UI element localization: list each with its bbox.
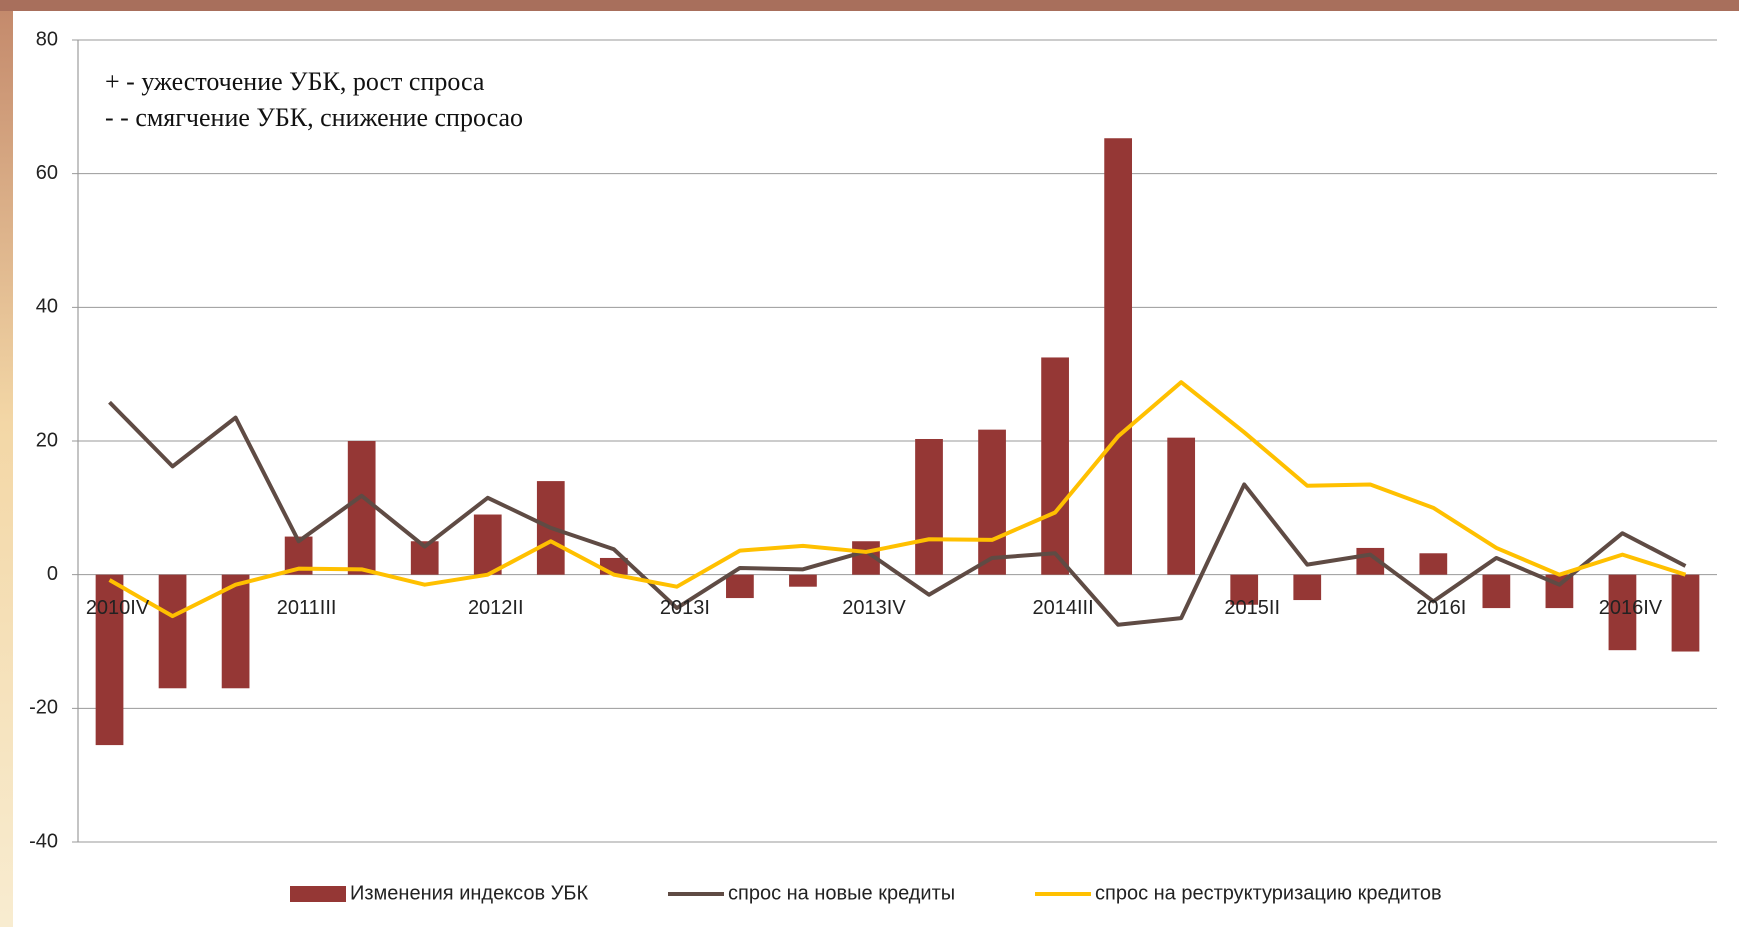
frame [0, 11, 13, 927]
bar [473, 514, 502, 575]
bar [978, 429, 1006, 575]
bar [1041, 357, 1069, 575]
x-tick-label: 2012II [468, 597, 524, 619]
x-tick-label: 2015II [1224, 597, 1280, 619]
x-tick-label: 2014III [1033, 597, 1094, 619]
y-tick-label: 20 [36, 429, 58, 451]
bar [1608, 574, 1637, 651]
bar [158, 574, 187, 689]
y-tick-label: 60 [36, 162, 58, 184]
x-tick-label: 2010IV [86, 597, 150, 619]
legend-label: спрос на реструктуризацию кредитов [1095, 882, 1442, 904]
bar [95, 574, 124, 746]
x-tick-label: 2011III [277, 597, 337, 619]
bar [1230, 574, 1259, 605]
y-tick-label: 0 [47, 563, 58, 585]
bar [221, 574, 250, 689]
x-tick-label: 2016IV [1599, 597, 1663, 619]
x-tick-label: 2013IV [842, 597, 906, 619]
frame [0, 0, 1739, 11]
line [108, 400, 1687, 627]
bar [915, 438, 943, 575]
legend-label: Изменения индексов УБК [350, 882, 589, 904]
legend-swatch [290, 886, 346, 902]
line [108, 380, 1687, 619]
bar [1671, 574, 1700, 652]
bar [726, 574, 754, 599]
annotation: - - смягчение УБК, снижение спросаo [105, 103, 523, 132]
bar [1482, 574, 1511, 609]
bar [1419, 553, 1448, 575]
x-tick-label: 2016I [1416, 597, 1466, 619]
y-tick-label: -40 [29, 830, 58, 852]
bar [1104, 138, 1133, 575]
bar [789, 574, 817, 587]
y-tick-label: 80 [36, 28, 58, 50]
bar [1167, 437, 1196, 575]
y-tick-label: -20 [29, 697, 58, 719]
bar [347, 441, 376, 575]
x-tick-label: 2013I [660, 597, 710, 619]
annotation: + - ужесточение УБК, рост спроса [105, 67, 485, 96]
y-tick-label: 40 [36, 296, 58, 318]
bar [1293, 574, 1322, 601]
legend-label: спрос на новые кредиты [728, 882, 955, 904]
